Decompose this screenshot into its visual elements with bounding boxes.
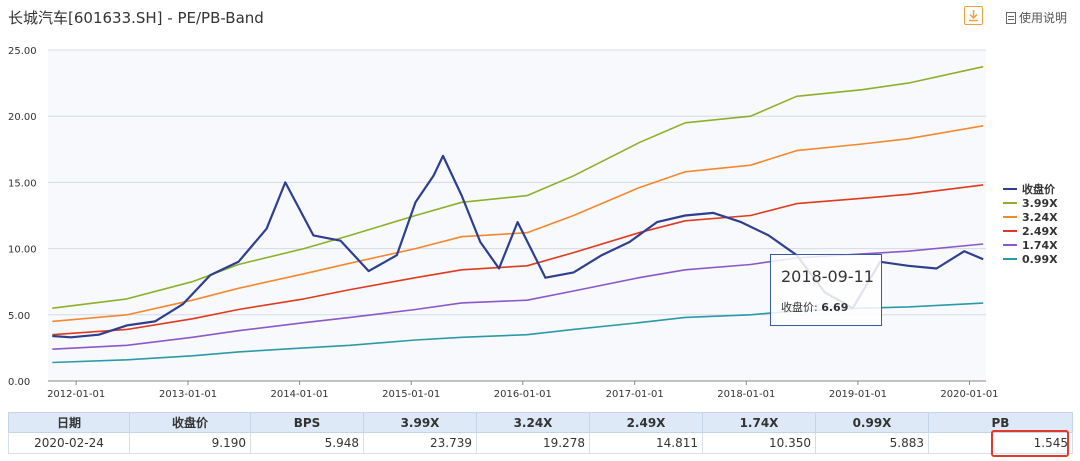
legend-item[interactable]: 3.24X (1003, 210, 1058, 224)
tooltip-date: 2018-09-11 (781, 267, 874, 286)
chart-legend: 收盘价 3.99X 3.24X 2.49X 1.74X 0.99X (1003, 182, 1058, 266)
cell-174x: 10.350 (702, 432, 816, 454)
header-399x[interactable]: 3.99X (363, 412, 477, 433)
cell-close: 9.190 (129, 432, 251, 454)
pb-band-chart[interactable]: 0.00 5.00 10.00 15.00 20.00 25.00 2012-01-01 20… (0, 34, 1080, 406)
y-tick-label: 15.00 (8, 178, 37, 189)
legend-swatch (1003, 216, 1017, 218)
legend-label: 3.24X (1022, 210, 1058, 224)
legend-label: 3.99X (1022, 196, 1058, 210)
table-row: 2020-02-24 9.190 5.948 23.739 19.278 14.… (8, 432, 1073, 454)
page-title: 长城汽车[601633.SH] - PE/PB-Band (8, 9, 264, 27)
legend-item[interactable]: 0.99X (1003, 252, 1058, 266)
cell-pb: 1.545 (928, 432, 1073, 454)
x-tick-label: 2019-01-01 (829, 389, 887, 400)
header-324x[interactable]: 3.24X (476, 412, 590, 433)
legend-swatch (1003, 188, 1017, 190)
y-tick-label: 5.00 (8, 311, 30, 322)
legend-item[interactable]: 2.49X (1003, 224, 1058, 238)
cell-bps: 5.948 (250, 432, 364, 454)
x-tick-label: 2017-01-01 (606, 389, 664, 400)
tooltip-value: 6.69 (821, 301, 849, 314)
pb-highlight-box (991, 430, 1069, 457)
download-button[interactable] (964, 6, 983, 25)
y-tick-label: 0.00 (8, 377, 30, 388)
download-icon (969, 10, 978, 22)
header-174x[interactable]: 1.74X (702, 412, 816, 433)
manual-label: 使用说明 (1019, 11, 1068, 25)
x-tick-label: 2012-01-01 (47, 389, 105, 400)
x-tick-label: 2015-01-01 (382, 389, 440, 400)
y-tick-label: 10.00 (8, 245, 37, 256)
series-line-3.24X[interactable] (52, 125, 984, 323)
header-pb[interactable]: PB (928, 412, 1073, 433)
tooltip-row: 收盘价: 6.69 (781, 299, 848, 315)
legend-item[interactable]: 收盘价 (1003, 182, 1058, 196)
legend-item[interactable]: 3.99X (1003, 196, 1058, 210)
y-tick-label: 25.00 (8, 46, 37, 57)
legend-item[interactable]: 1.74X (1003, 238, 1058, 252)
legend-swatch (1003, 258, 1017, 260)
series-line-2.49X[interactable] (52, 184, 984, 336)
header-249x[interactable]: 2.49X (589, 412, 703, 433)
x-tick-label: 2016-01-01 (494, 389, 552, 400)
header-bps[interactable]: BPS (250, 412, 364, 433)
plot-area (48, 50, 986, 381)
header-date[interactable]: 日期 (8, 412, 130, 433)
manual-link[interactable]: 使用说明 (1006, 9, 1067, 26)
page-header: 长城汽车[601633.SH] - PE/PB-Band 使用说明 (0, 0, 1080, 34)
legend-swatch (1003, 244, 1017, 246)
legend-label: 0.99X (1022, 252, 1058, 266)
y-tick-label: 20.00 (8, 112, 37, 123)
chart-area: 0.00 5.00 10.00 15.00 20.00 25.00 2012-01-01 20… (0, 34, 1080, 406)
document-icon (1006, 11, 1016, 24)
legend-label: 收盘价 (1022, 183, 1055, 196)
tooltip-label: 收盘价: (781, 301, 822, 314)
data-table: 日期 收盘价 BPS 3.99X 3.24X 2.49X 1.74X 0.99X… (8, 412, 1073, 454)
x-tick-label: 2018-01-01 (717, 389, 775, 400)
chart-tooltip: 2018-09-11 收盘价: 6.69 (770, 254, 882, 326)
x-tick-label: 2020-01-01 (940, 389, 998, 400)
cell-099x: 5.883 (815, 432, 929, 454)
cell-249x: 14.811 (589, 432, 703, 454)
legend-swatch (1003, 202, 1017, 204)
cell-324x: 19.278 (476, 432, 590, 454)
cell-399x: 23.739 (363, 432, 477, 454)
x-tick-label: 2013-01-01 (159, 389, 217, 400)
cell-date: 2020-02-24 (8, 432, 130, 454)
x-tick-label: 2014-01-01 (271, 389, 329, 400)
header-099x[interactable]: 0.99X (815, 412, 929, 433)
legend-swatch (1003, 230, 1017, 232)
header-close[interactable]: 收盘价 (129, 412, 251, 433)
legend-label: 2.49X (1022, 224, 1058, 238)
legend-label: 1.74X (1022, 238, 1058, 252)
table-header-row: 日期 收盘价 BPS 3.99X 3.24X 2.49X 1.74X 0.99X… (8, 412, 1073, 433)
